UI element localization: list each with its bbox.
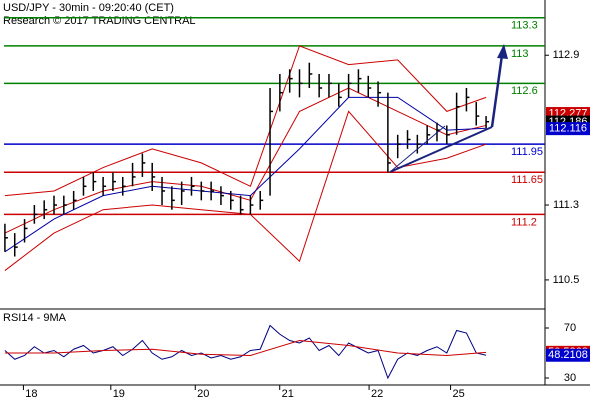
level-label: 111.65 (511, 174, 543, 186)
x-tick-label: 21 (282, 388, 294, 400)
y-tick-label: 111.3 (553, 199, 579, 211)
price-tag (546, 348, 590, 362)
price-tag-label: 112.116 (549, 123, 587, 135)
trend-line (389, 125, 446, 173)
rsi-tick-label: 70 (564, 322, 576, 334)
chart-subtitle: Research © 2017 TRADING CENTRAL (3, 15, 196, 27)
trend-line (389, 126, 493, 173)
rsi-label: RSI14 - 9MA (3, 312, 67, 324)
rsi-tick-label: 30 (564, 372, 576, 384)
arrow-shaft (490, 54, 504, 128)
price-tag (546, 122, 590, 136)
price-tag-label: 48.2108 (548, 349, 588, 361)
rsi-ma (4, 339, 487, 357)
level-label: 111.2 (511, 216, 537, 228)
level-label: 113.3 (511, 20, 538, 32)
rsi-line (4, 324, 487, 380)
y-tick-label: 110.5 (553, 274, 580, 286)
level-label: 111.95 (511, 146, 543, 158)
band-upper (4, 45, 487, 197)
x-tick-label: 19 (113, 388, 125, 400)
chart-title: USD/JPY - 30min - 09:20:40 (CET) (3, 2, 174, 14)
arrow-head (497, 44, 508, 59)
x-tick-label: 22 (371, 388, 383, 400)
x-tick-label: 25 (452, 388, 464, 400)
y-tick-label: 112.9 (553, 49, 580, 61)
trend-lines (389, 44, 508, 173)
x-tick-label: 20 (197, 388, 209, 400)
level-label: 113 (511, 48, 529, 60)
x-tick-label: 18 (25, 388, 37, 400)
level-label: 112.6 (511, 85, 538, 97)
